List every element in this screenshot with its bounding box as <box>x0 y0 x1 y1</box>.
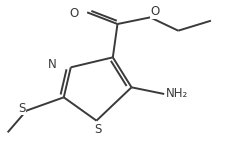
Text: S: S <box>18 102 25 115</box>
Text: O: O <box>150 5 160 18</box>
Text: O: O <box>70 7 79 20</box>
Text: N: N <box>48 58 56 71</box>
Text: NH₂: NH₂ <box>166 88 188 100</box>
Text: S: S <box>94 123 101 136</box>
